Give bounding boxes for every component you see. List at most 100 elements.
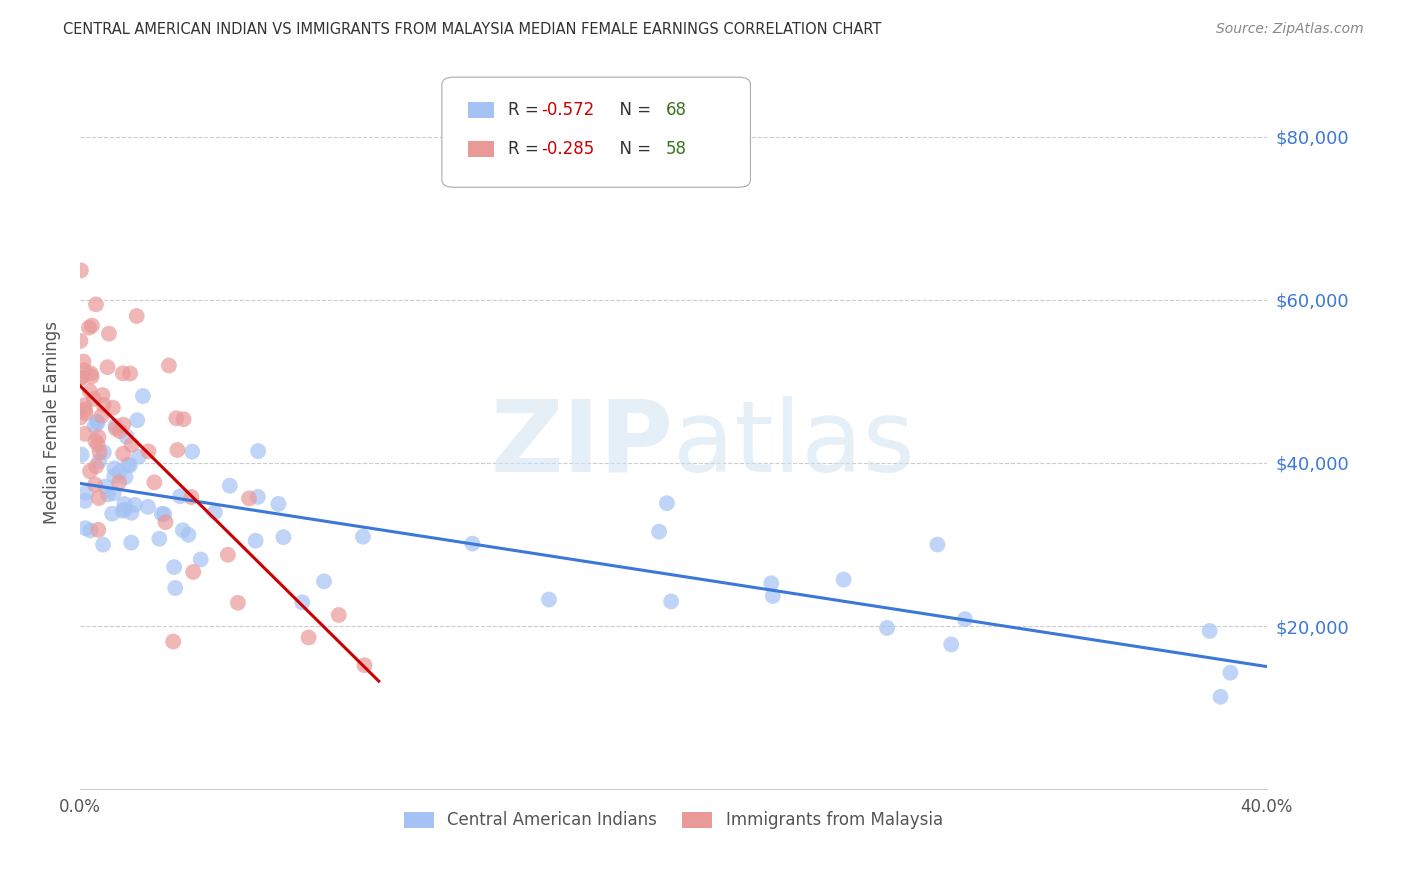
Point [166, 442, 188, 457]
Point [127, 413, 149, 427]
Point [83, 418, 105, 433]
Point [169, 489, 191, 503]
Point [77, 320, 100, 334]
FancyBboxPatch shape [468, 102, 494, 119]
Point [83, 392, 105, 406]
Point [73, 494, 96, 508]
Point [761, 576, 783, 591]
Point [648, 524, 671, 539]
Point [79, 524, 101, 538]
Text: R =: R = [509, 101, 544, 120]
Point [91, 388, 114, 402]
Point [876, 621, 898, 635]
Point [89, 445, 111, 459]
Point [246, 490, 269, 504]
Point [659, 594, 682, 608]
Point [218, 479, 240, 493]
Point [69, 410, 91, 425]
Text: R =: R = [509, 140, 544, 158]
Point [181, 444, 204, 458]
Point [84, 459, 107, 474]
Point [93, 398, 115, 412]
Point [165, 411, 187, 425]
Point [87, 491, 110, 505]
Point [238, 491, 260, 506]
Point [70, 263, 93, 277]
Point [165, 581, 187, 595]
Point [312, 574, 335, 589]
Point [157, 359, 180, 373]
Point [150, 507, 173, 521]
Point [655, 496, 678, 510]
Point [84, 434, 107, 448]
Point [108, 465, 131, 479]
Point [75, 402, 97, 417]
Point [111, 367, 134, 381]
Point [124, 498, 146, 512]
Point [273, 530, 295, 544]
Point [138, 444, 160, 458]
Point [69, 370, 91, 384]
Point [75, 485, 97, 500]
Point [97, 487, 120, 501]
Point [79, 384, 101, 399]
Point [73, 426, 96, 441]
Point [121, 438, 143, 452]
Point [352, 530, 374, 544]
Point [87, 430, 110, 444]
Point [353, 658, 375, 673]
Point [267, 497, 290, 511]
Point [204, 505, 226, 519]
Point [128, 450, 150, 464]
Point [86, 416, 108, 430]
Point [90, 409, 112, 423]
Legend: Central American Indians, Immigrants from Malaysia: Central American Indians, Immigrants fro… [398, 805, 949, 836]
Point [125, 309, 148, 323]
Text: Source: ZipAtlas.com: Source: ZipAtlas.com [1216, 22, 1364, 37]
Point [111, 504, 134, 518]
Point [172, 523, 194, 537]
Point [101, 507, 124, 521]
Text: -0.285: -0.285 [541, 140, 595, 158]
Point [70, 448, 93, 462]
Point [953, 612, 976, 626]
Point [104, 421, 127, 435]
Point [291, 595, 314, 609]
Point [177, 528, 200, 542]
FancyBboxPatch shape [468, 141, 494, 157]
Point [89, 454, 111, 468]
Text: 58: 58 [666, 140, 688, 158]
Point [162, 634, 184, 648]
Point [120, 367, 142, 381]
Point [108, 424, 131, 438]
Point [245, 533, 267, 548]
Point [112, 447, 135, 461]
Point [328, 607, 350, 622]
Point [181, 565, 204, 579]
Point [96, 360, 118, 375]
Point [163, 560, 186, 574]
Point [73, 399, 96, 413]
Point [114, 503, 136, 517]
Point [73, 363, 96, 377]
Point [762, 589, 785, 603]
Point [87, 523, 110, 537]
Point [108, 475, 131, 490]
Point [297, 631, 319, 645]
Text: 68: 68 [666, 101, 688, 120]
Point [101, 401, 124, 415]
Point [112, 417, 135, 432]
FancyBboxPatch shape [441, 78, 751, 187]
Point [461, 536, 484, 550]
Point [114, 497, 136, 511]
Point [84, 297, 107, 311]
Text: ZIP: ZIP [491, 396, 673, 492]
Text: N =: N = [609, 101, 657, 120]
Text: atlas: atlas [673, 396, 915, 492]
Point [70, 371, 93, 385]
Point [115, 430, 138, 444]
Point [190, 552, 212, 566]
Text: N =: N = [609, 140, 657, 158]
Point [91, 538, 114, 552]
Point [155, 515, 177, 529]
